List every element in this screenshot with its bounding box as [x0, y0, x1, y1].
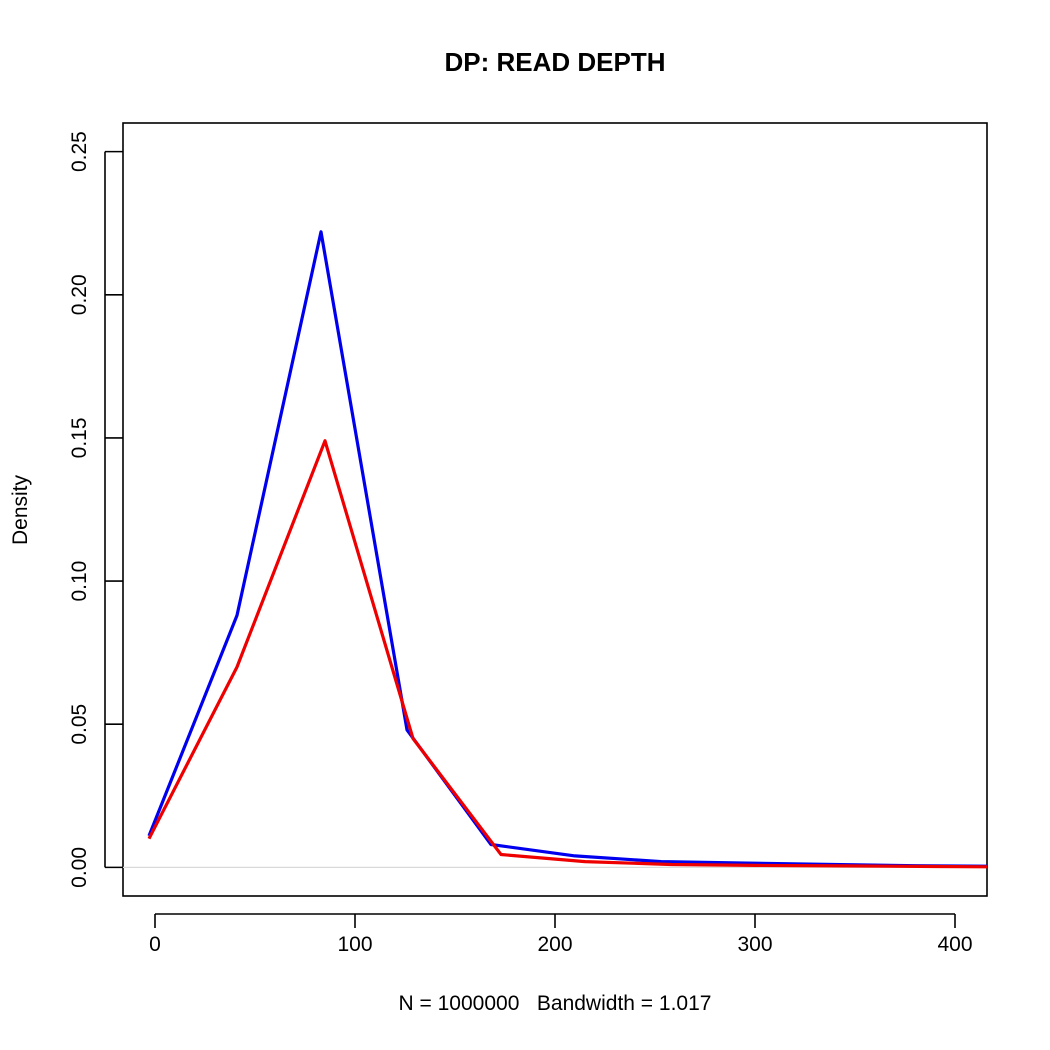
x-tick-label: 200	[537, 933, 572, 956]
y-axis: 0.00 0.05 0.10 0.15 0.20 0.25	[68, 131, 123, 888]
chart-title: DP: READ DEPTH	[444, 47, 665, 77]
x-axis-label: N = 1000000 Bandwidth = 1.017	[399, 992, 712, 1015]
x-tick-label: 400	[937, 933, 972, 956]
x-tick-label: 300	[737, 933, 772, 956]
series-line-2	[147, 439, 987, 869]
y-tick-label: 0.10	[68, 561, 91, 602]
x-tick-label: 100	[337, 933, 372, 956]
y-tick-label: 0.00	[68, 847, 91, 888]
y-tick-label: 0.25	[68, 131, 91, 172]
y-tick-label: 0.15	[68, 417, 91, 458]
y-tick-label: 0.05	[68, 704, 91, 745]
series-line-1	[147, 230, 987, 868]
x-tick-label: 0	[149, 933, 161, 956]
x-axis: 0 100 200 300 400	[149, 913, 973, 956]
plot-area	[123, 230, 987, 869]
y-tick-label: 0.20	[68, 274, 91, 315]
plot-frame	[122, 122, 988, 897]
y-axis-label: Density	[9, 474, 32, 545]
